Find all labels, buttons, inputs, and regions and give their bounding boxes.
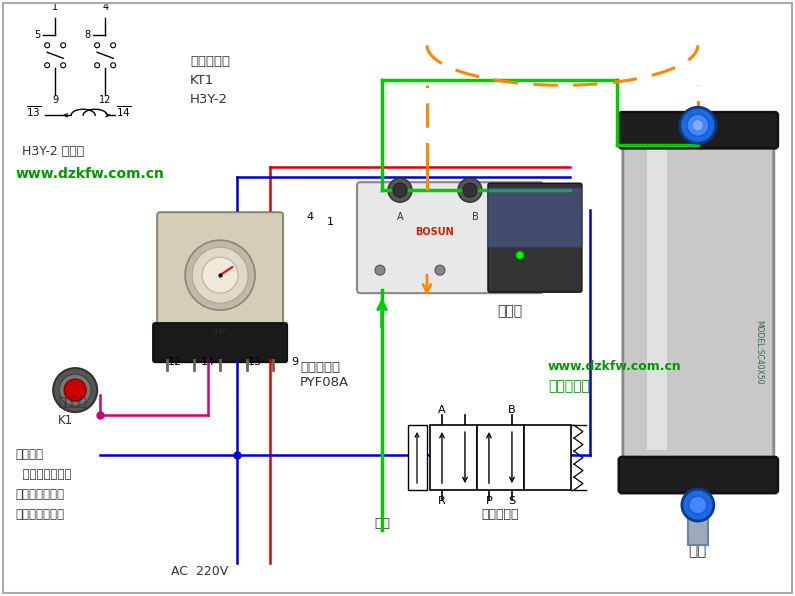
Text: A: A bbox=[438, 405, 446, 415]
Text: $\overline{14}$: $\overline{14}$ bbox=[115, 104, 130, 119]
FancyBboxPatch shape bbox=[488, 188, 582, 247]
Text: 1: 1 bbox=[52, 2, 58, 13]
Text: 14: 14 bbox=[201, 357, 215, 367]
Text: 时间继电器
KT1
H3Y-2: 时间继电器 KT1 H3Y-2 bbox=[190, 55, 230, 106]
Text: 想想想：
  工作开关要选用
带自锁功能的？
还是无自锁的？: 想想想： 工作开关要选用 带自锁功能的？ 还是无自锁的？ bbox=[15, 448, 72, 521]
Text: 8: 8 bbox=[84, 30, 90, 41]
Bar bbox=[524, 425, 571, 490]
Bar bbox=[647, 140, 667, 450]
Text: www.dzkfw.com.cn: www.dzkfw.com.cn bbox=[548, 360, 681, 373]
Circle shape bbox=[111, 63, 115, 68]
Text: H3Y-2 脚位图: H3Y-2 脚位图 bbox=[22, 145, 84, 158]
Circle shape bbox=[95, 63, 99, 68]
Circle shape bbox=[45, 63, 49, 68]
Text: 电磁阀: 电磁阀 bbox=[498, 304, 522, 318]
Circle shape bbox=[463, 183, 477, 197]
Circle shape bbox=[53, 368, 97, 412]
Text: P: P bbox=[486, 496, 492, 506]
Bar bbox=[477, 425, 524, 490]
Text: 12: 12 bbox=[168, 357, 182, 367]
Circle shape bbox=[495, 265, 505, 275]
Text: www.dzkfw.com.cn: www.dzkfw.com.cn bbox=[15, 167, 164, 181]
Circle shape bbox=[45, 43, 49, 48]
Text: 电磁阀底座
PYF08A: 电磁阀底座 PYF08A bbox=[300, 361, 349, 389]
FancyBboxPatch shape bbox=[488, 183, 582, 292]
Circle shape bbox=[680, 107, 716, 143]
Text: 4: 4 bbox=[307, 212, 313, 222]
FancyBboxPatch shape bbox=[153, 323, 287, 362]
Text: B: B bbox=[471, 212, 479, 222]
FancyBboxPatch shape bbox=[619, 112, 778, 148]
Text: 1: 1 bbox=[327, 217, 334, 227]
Text: 4: 4 bbox=[102, 2, 108, 13]
FancyBboxPatch shape bbox=[357, 182, 543, 293]
Text: 工作开关
K1: 工作开关 K1 bbox=[58, 396, 86, 427]
Text: S: S bbox=[508, 496, 515, 506]
Circle shape bbox=[64, 379, 86, 401]
Circle shape bbox=[693, 120, 703, 131]
Text: 电子开发网: 电子开发网 bbox=[548, 379, 590, 393]
Circle shape bbox=[688, 496, 707, 514]
Circle shape bbox=[516, 251, 524, 259]
Text: HY: HY bbox=[215, 328, 226, 337]
Text: B: B bbox=[508, 405, 516, 415]
Circle shape bbox=[458, 178, 482, 202]
Text: 电磁阀符号: 电磁阀符号 bbox=[482, 508, 519, 521]
Text: 12: 12 bbox=[99, 95, 111, 105]
Text: AC  220V: AC 220V bbox=[172, 565, 229, 578]
Circle shape bbox=[202, 257, 238, 293]
Circle shape bbox=[60, 43, 66, 48]
Text: 气缸: 气缸 bbox=[688, 543, 707, 558]
FancyBboxPatch shape bbox=[623, 136, 774, 464]
Circle shape bbox=[192, 247, 248, 303]
FancyBboxPatch shape bbox=[157, 212, 283, 338]
Circle shape bbox=[185, 240, 255, 310]
Circle shape bbox=[682, 489, 714, 521]
Circle shape bbox=[393, 183, 407, 197]
Text: 9: 9 bbox=[292, 357, 299, 367]
Circle shape bbox=[687, 114, 709, 136]
Text: 气源: 气源 bbox=[374, 517, 390, 530]
Bar bbox=[688, 515, 708, 545]
Circle shape bbox=[111, 43, 115, 48]
Circle shape bbox=[95, 43, 99, 48]
Text: BOSUN: BOSUN bbox=[415, 227, 454, 237]
Text: MODEL:SC40X50: MODEL:SC40X50 bbox=[754, 320, 763, 384]
Text: A: A bbox=[397, 212, 403, 222]
Bar bbox=[430, 425, 477, 490]
Bar bbox=[408, 425, 427, 490]
Text: 13: 13 bbox=[248, 357, 262, 367]
FancyBboxPatch shape bbox=[619, 457, 778, 493]
Text: R: R bbox=[438, 496, 446, 506]
Circle shape bbox=[60, 63, 66, 68]
Text: 5: 5 bbox=[537, 217, 544, 227]
Circle shape bbox=[435, 265, 445, 275]
Text: 5: 5 bbox=[34, 30, 41, 41]
Text: 9: 9 bbox=[52, 95, 58, 105]
Circle shape bbox=[388, 178, 412, 202]
Circle shape bbox=[375, 265, 385, 275]
Text: $\overline{13}$: $\overline{13}$ bbox=[25, 104, 41, 119]
Circle shape bbox=[59, 374, 91, 406]
